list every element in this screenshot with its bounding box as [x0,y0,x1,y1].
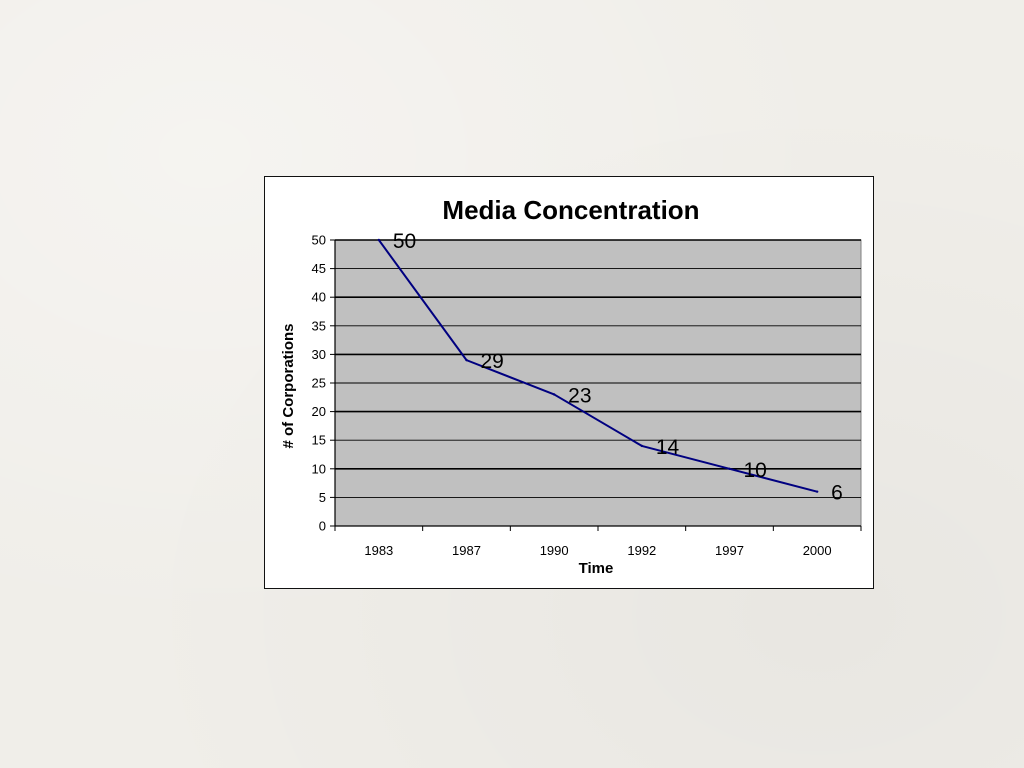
y-tick-label: 20 [312,404,326,419]
y-tick-label: 45 [312,261,326,276]
y-tick-label: 0 [319,519,326,534]
data-point [377,238,381,242]
x-axis-title: Time [579,560,614,577]
x-tick-label: 1987 [452,543,481,558]
axes-group [330,239,862,531]
data-label: 50 [393,230,416,253]
y-tick-labels: 0 5 10 15 20 25 30 35 40 45 50 [312,233,326,534]
data-point [640,444,644,448]
data-point [552,393,556,396]
x-tick-label: 1983 [364,543,393,558]
y-tick-label: 30 [312,347,326,362]
x-tick-label: 1992 [627,543,656,558]
data-label: 10 [744,459,767,482]
gridlines-group [335,239,861,498]
y-tick-label: 25 [312,376,326,391]
series-group [377,238,819,493]
data-label: 29 [481,350,504,373]
data-point [465,358,468,362]
series-line [378,239,818,493]
data-label: 14 [656,436,680,459]
x-tick-label: 2000 [803,543,832,558]
chart-title: Media Concentration [442,195,699,225]
data-label: 23 [568,384,591,407]
y-tick-label: 15 [312,433,326,448]
y-tick-label: 10 [312,461,326,476]
y-tick-label: 50 [312,233,326,248]
y-tick-label: 5 [319,490,326,505]
data-point [815,490,819,493]
data-labels-group: 50 29 23 14 10 6 [393,230,843,505]
y-axis-title: # of Corporations [280,323,297,448]
x-tick-label: 1990 [540,543,569,558]
data-point [728,467,731,470]
y-tick-label: 35 [312,318,326,333]
data-label: 6 [831,482,843,505]
y-tick-label: 40 [312,290,326,305]
x-tick-label: 1997 [715,543,744,558]
x-tick-labels: 1983 1987 1990 1992 1997 2000 [364,543,831,558]
